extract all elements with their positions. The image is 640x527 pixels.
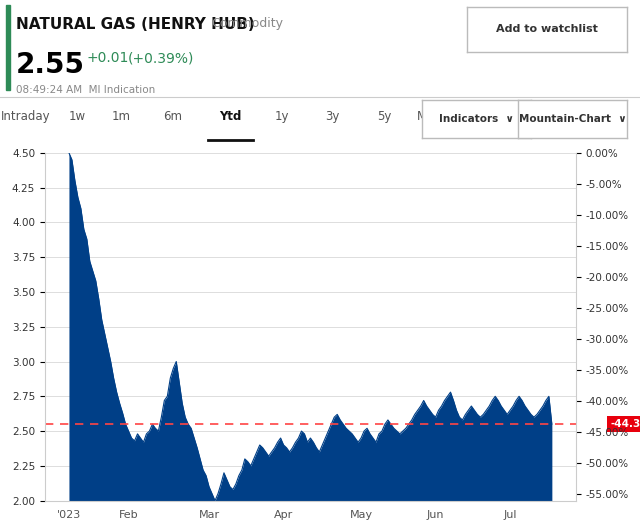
Text: NATURAL GAS (HENRY HUB): NATURAL GAS (HENRY HUB) (16, 17, 255, 32)
Text: '023: '023 (57, 510, 81, 520)
Text: Mar: Mar (198, 510, 220, 520)
Text: 1w: 1w (68, 110, 85, 123)
Text: Commodity: Commodity (211, 17, 284, 30)
Text: Jun: Jun (427, 510, 444, 520)
Text: 3y: 3y (326, 110, 340, 123)
Text: +0.01: +0.01 (86, 51, 129, 65)
Text: 1y: 1y (275, 110, 289, 123)
Text: 6m: 6m (163, 110, 182, 123)
Text: May: May (349, 510, 372, 520)
Text: 5y: 5y (377, 110, 391, 123)
Text: -44.30%: -44.30% (611, 419, 640, 429)
Text: Feb: Feb (119, 510, 138, 520)
Text: (+0.39%): (+0.39%) (128, 51, 195, 65)
Bar (6, 5, 10, 90)
Text: 1m: 1m (112, 110, 131, 123)
Text: 08:49:24 AM  MI Indication: 08:49:24 AM MI Indication (16, 85, 156, 95)
Text: Max: Max (417, 110, 441, 123)
Text: Intraday: Intraday (1, 110, 51, 123)
Text: Ytd: Ytd (220, 110, 241, 123)
Text: 2.55: 2.55 (16, 51, 85, 79)
Text: Apr: Apr (274, 510, 293, 520)
Text: Jul: Jul (504, 510, 517, 520)
